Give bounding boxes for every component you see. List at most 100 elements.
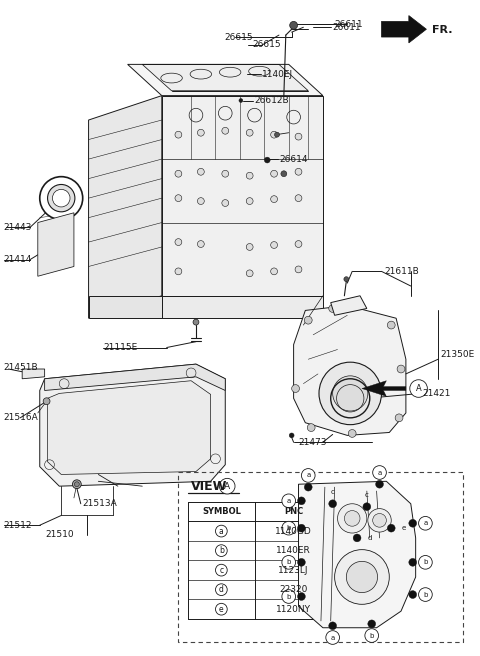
Circle shape — [301, 468, 315, 482]
Circle shape — [344, 510, 360, 526]
Text: 21115E: 21115E — [103, 343, 137, 352]
Polygon shape — [48, 380, 211, 474]
Text: 21516A: 21516A — [4, 413, 38, 422]
Circle shape — [295, 195, 302, 201]
Text: b: b — [219, 546, 224, 555]
Circle shape — [360, 488, 373, 502]
Circle shape — [271, 241, 277, 249]
Text: 26615: 26615 — [224, 33, 252, 41]
Circle shape — [216, 525, 227, 537]
Text: a: a — [219, 527, 224, 535]
Circle shape — [335, 550, 389, 604]
Circle shape — [329, 622, 336, 630]
Text: 26611: 26611 — [333, 23, 361, 31]
Text: b: b — [370, 632, 374, 638]
Polygon shape — [294, 306, 406, 436]
Circle shape — [409, 590, 417, 598]
Text: 1140GD: 1140GD — [275, 527, 312, 535]
Circle shape — [347, 562, 378, 592]
Circle shape — [419, 588, 432, 602]
Circle shape — [43, 398, 50, 405]
Circle shape — [298, 558, 305, 566]
Polygon shape — [38, 213, 74, 276]
Circle shape — [295, 133, 302, 140]
Text: 21443: 21443 — [4, 223, 32, 232]
Text: b: b — [287, 560, 291, 565]
Text: 21473: 21473 — [299, 438, 327, 447]
Text: a: a — [306, 472, 311, 478]
Circle shape — [197, 169, 204, 175]
Text: 21512: 21512 — [4, 521, 32, 530]
Text: b: b — [287, 594, 291, 600]
Circle shape — [282, 590, 296, 604]
Text: FR.: FR. — [432, 25, 453, 35]
Circle shape — [197, 129, 204, 136]
Circle shape — [365, 628, 379, 642]
Polygon shape — [128, 64, 323, 96]
Circle shape — [219, 478, 235, 494]
Circle shape — [275, 133, 279, 137]
Circle shape — [72, 480, 81, 489]
Text: 21611B: 21611B — [384, 267, 419, 276]
Text: 22320: 22320 — [279, 585, 308, 594]
Circle shape — [395, 414, 403, 422]
Circle shape — [298, 524, 305, 532]
Circle shape — [246, 173, 253, 179]
Text: 1140EJ: 1140EJ — [263, 70, 293, 79]
Circle shape — [246, 243, 253, 251]
Circle shape — [175, 239, 182, 245]
Text: 1123LJ: 1123LJ — [278, 565, 309, 575]
Circle shape — [376, 480, 384, 488]
Circle shape — [239, 98, 243, 102]
Circle shape — [410, 380, 427, 398]
Circle shape — [387, 321, 395, 329]
Circle shape — [216, 544, 227, 556]
Circle shape — [175, 171, 182, 177]
Text: 21513A: 21513A — [83, 499, 118, 508]
Circle shape — [304, 316, 312, 324]
Text: d: d — [368, 535, 372, 541]
Circle shape — [363, 502, 371, 510]
Polygon shape — [162, 296, 323, 318]
Circle shape — [222, 199, 228, 207]
Text: 21350E: 21350E — [440, 350, 474, 359]
Circle shape — [222, 127, 228, 134]
Circle shape — [295, 266, 302, 273]
Text: 1140ER: 1140ER — [276, 546, 311, 555]
Polygon shape — [142, 64, 308, 91]
Text: a: a — [377, 470, 382, 476]
Circle shape — [216, 584, 227, 596]
Text: 21510: 21510 — [45, 531, 73, 539]
Circle shape — [298, 497, 305, 504]
Text: c: c — [219, 565, 223, 575]
Circle shape — [409, 520, 417, 527]
Circle shape — [387, 524, 395, 532]
Text: 26612B: 26612B — [254, 96, 289, 105]
Circle shape — [40, 176, 83, 220]
Polygon shape — [331, 296, 367, 316]
Text: 26614: 26614 — [279, 155, 308, 163]
Circle shape — [353, 534, 361, 542]
Circle shape — [271, 195, 277, 203]
Text: 21421: 21421 — [422, 389, 451, 398]
Circle shape — [397, 365, 405, 373]
Circle shape — [264, 157, 270, 163]
Circle shape — [319, 362, 382, 424]
Text: SYMBOL: SYMBOL — [202, 507, 241, 516]
Text: b: b — [423, 592, 428, 598]
Polygon shape — [382, 16, 426, 43]
Circle shape — [282, 556, 296, 569]
Circle shape — [197, 241, 204, 247]
Circle shape — [48, 184, 75, 212]
Circle shape — [344, 277, 349, 281]
Circle shape — [289, 433, 294, 438]
Circle shape — [307, 424, 315, 432]
Polygon shape — [45, 364, 225, 390]
Circle shape — [74, 482, 79, 487]
Circle shape — [419, 516, 432, 530]
Circle shape — [246, 129, 253, 136]
Circle shape — [326, 630, 339, 644]
Circle shape — [329, 500, 336, 508]
Text: b: b — [287, 525, 291, 531]
Circle shape — [246, 270, 253, 277]
